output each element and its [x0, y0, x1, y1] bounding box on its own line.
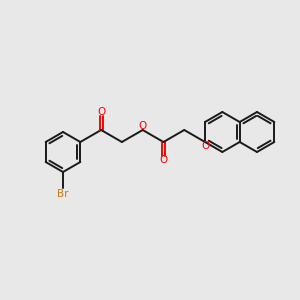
Text: O: O — [139, 121, 147, 131]
Text: O: O — [201, 141, 209, 151]
Text: O: O — [159, 155, 168, 165]
Text: Br: Br — [57, 189, 69, 199]
Text: O: O — [97, 107, 105, 117]
